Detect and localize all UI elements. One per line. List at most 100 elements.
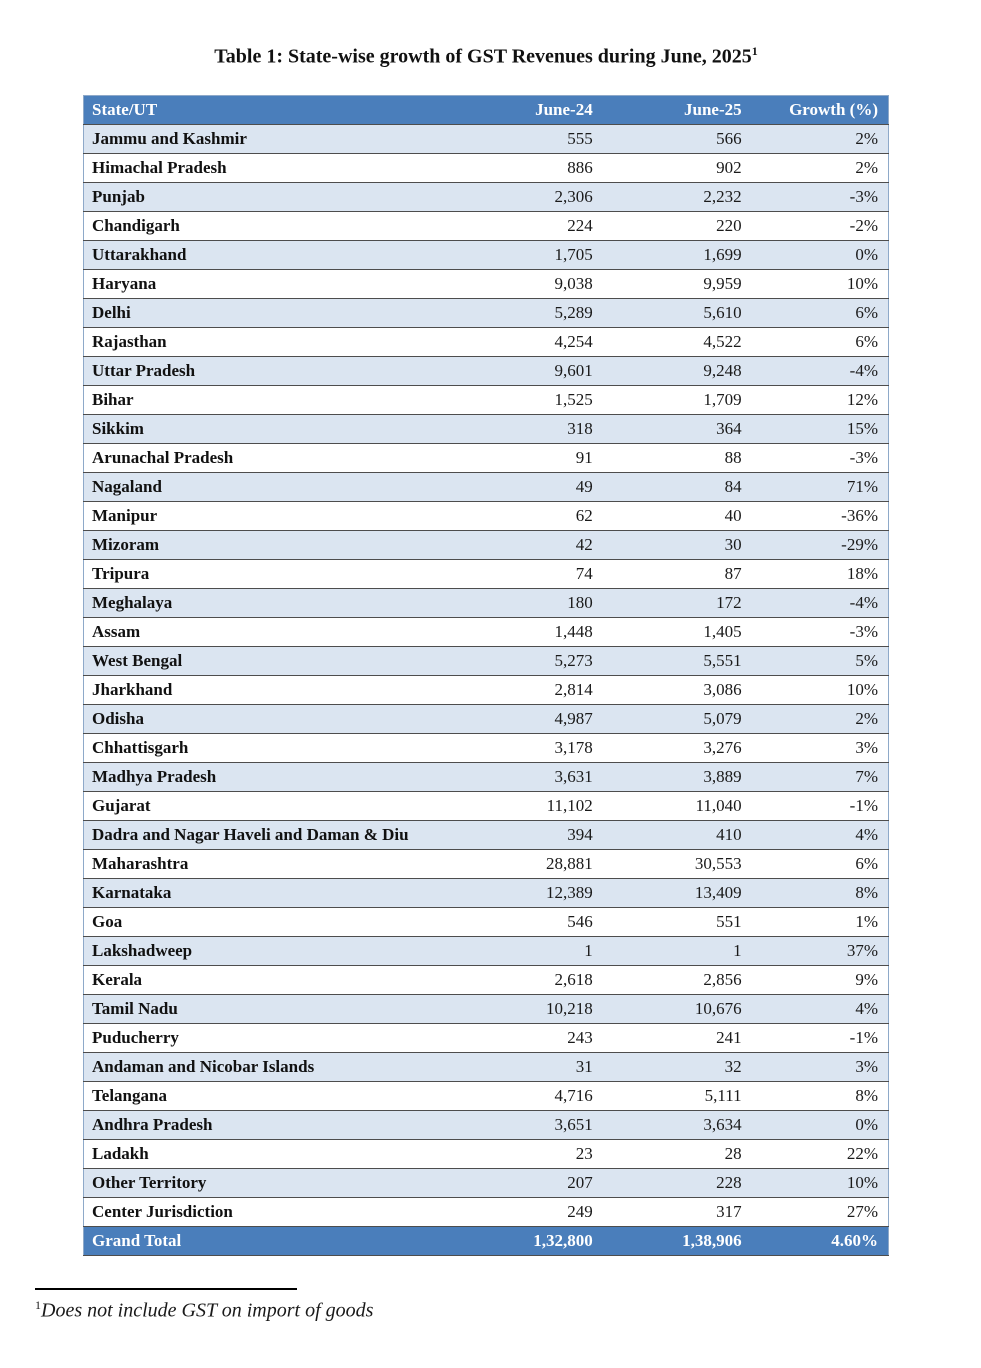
table-row: Mizoram 42 30 -29% — [83, 530, 889, 560]
table-row: Dadra and Nagar Haveli and Daman & Diu 39… — [83, 820, 889, 850]
table-row: Delhi 5,289 5,610 6% — [83, 298, 889, 328]
state-cell: Arunachal Pradesh — [83, 443, 454, 473]
growth-cell: -36% — [751, 501, 889, 531]
growth-cell: 0% — [751, 1110, 889, 1140]
june25-cell: 40 — [602, 501, 752, 531]
june25-cell: 2,856 — [602, 965, 752, 995]
table-row: Andhra Pradesh 3,651 3,634 0% — [83, 1110, 889, 1140]
june25-cell: 902 — [602, 153, 752, 183]
growth-cell: 18% — [751, 559, 889, 589]
table-row: Himachal Pradesh 886 902 2% — [83, 153, 889, 183]
june24-cell: 1,448 — [453, 617, 603, 647]
table-header: State/UT June-24 June-25 Growth (%) — [83, 95, 889, 125]
growth-cell: 10% — [751, 1168, 889, 1198]
state-cell: Meghalaya — [83, 588, 454, 618]
state-cell: Goa — [83, 907, 454, 937]
table-row: Bihar 1,525 1,709 12% — [83, 385, 889, 415]
growth-cell: 2% — [751, 153, 889, 183]
grand-total-june24: 1,32,800 — [453, 1226, 603, 1256]
growth-cell: -3% — [751, 182, 889, 212]
state-cell: Odisha — [83, 704, 454, 734]
column-header-june24: June-24 — [453, 95, 603, 125]
june25-cell: 5,079 — [602, 704, 752, 734]
june24-cell: 10,218 — [453, 994, 603, 1024]
state-cell: Jammu and Kashmir — [83, 124, 454, 154]
june24-cell: 3,631 — [453, 762, 603, 792]
growth-cell: 8% — [751, 1081, 889, 1111]
june24-cell: 180 — [453, 588, 603, 618]
june25-cell: 1,405 — [602, 617, 752, 647]
june25-cell: 3,889 — [602, 762, 752, 792]
june25-cell: 1,699 — [602, 240, 752, 270]
june24-cell: 28,881 — [453, 849, 603, 879]
state-cell: Other Territory — [83, 1168, 454, 1198]
june25-cell: 3,086 — [602, 675, 752, 705]
june25-cell: 13,409 — [602, 878, 752, 908]
june25-cell: 3,634 — [602, 1110, 752, 1140]
june25-cell: 4,522 — [602, 327, 752, 357]
growth-cell: 9% — [751, 965, 889, 995]
june25-cell: 32 — [602, 1052, 752, 1082]
table-row: Chhattisgarh 3,178 3,276 3% — [83, 733, 889, 763]
june25-cell: 87 — [602, 559, 752, 589]
table-row: Nagaland 49 84 71% — [83, 472, 889, 502]
growth-cell: 3% — [751, 733, 889, 763]
june25-cell: 5,610 — [602, 298, 752, 328]
table-title-footnote-marker: 1 — [751, 44, 758, 58]
footnote: 1Does not include GST on import of goods — [35, 1288, 373, 1323]
gst-revenue-table: State/UT June-24 June-25 Growth (%) Jamm… — [83, 95, 889, 1256]
table-row: Assam 1,448 1,405 -3% — [83, 617, 889, 647]
growth-cell: 10% — [751, 675, 889, 705]
table-row: Haryana 9,038 9,959 10% — [83, 269, 889, 299]
june25-cell: 10,676 — [602, 994, 752, 1024]
state-cell: Nagaland — [83, 472, 454, 502]
growth-cell: 27% — [751, 1197, 889, 1227]
growth-cell: 12% — [751, 385, 889, 415]
june24-cell: 42 — [453, 530, 603, 560]
june25-cell: 88 — [602, 443, 752, 473]
state-cell: Kerala — [83, 965, 454, 995]
growth-cell: -1% — [751, 791, 889, 821]
june25-cell: 30 — [602, 530, 752, 560]
june24-cell: 318 — [453, 414, 603, 444]
table-row: Sikkim 318 364 15% — [83, 414, 889, 444]
table-body: Jammu and Kashmir 555 566 2% Himachal Prades… — [83, 124, 889, 1227]
state-cell: Bihar — [83, 385, 454, 415]
june24-cell: 546 — [453, 907, 603, 937]
footnote-divider — [35, 1288, 297, 1290]
table-row: Tamil Nadu 10,218 10,676 4% — [83, 994, 889, 1024]
growth-cell: -3% — [751, 617, 889, 647]
growth-cell: -3% — [751, 443, 889, 473]
footnote-text: 1Does not include GST on import of goods — [35, 1298, 373, 1323]
growth-cell: 4% — [751, 994, 889, 1024]
table-title-text: Table 1: State-wise growth of GST Revenu… — [214, 45, 752, 68]
grand-total-growth: 4.60% — [751, 1226, 889, 1256]
growth-cell: -29% — [751, 530, 889, 560]
table-row: Maharashtra 28,881 30,553 6% — [83, 849, 889, 879]
june24-cell: 49 — [453, 472, 603, 502]
june24-cell: 394 — [453, 820, 603, 850]
growth-cell: 3% — [751, 1052, 889, 1082]
growth-cell: 6% — [751, 298, 889, 328]
growth-cell: 22% — [751, 1139, 889, 1169]
june24-cell: 9,601 — [453, 356, 603, 386]
growth-cell: 2% — [751, 124, 889, 154]
state-cell: Sikkim — [83, 414, 454, 444]
growth-cell: 7% — [751, 762, 889, 792]
june24-cell: 11,102 — [453, 791, 603, 821]
growth-cell: 1% — [751, 907, 889, 937]
table-row: Punjab 2,306 2,232 -3% — [83, 182, 889, 212]
june24-cell: 9,038 — [453, 269, 603, 299]
growth-cell: -4% — [751, 588, 889, 618]
june24-cell: 249 — [453, 1197, 603, 1227]
june24-cell: 243 — [453, 1023, 603, 1053]
table-row: Chandigarh 224 220 -2% — [83, 211, 889, 241]
growth-cell: 0% — [751, 240, 889, 270]
state-cell: Chhattisgarh — [83, 733, 454, 763]
june25-cell: 172 — [602, 588, 752, 618]
june24-cell: 4,987 — [453, 704, 603, 734]
june24-cell: 62 — [453, 501, 603, 531]
june24-cell: 5,289 — [453, 298, 603, 328]
table-row: Center Jurisdiction 249 317 27% — [83, 1197, 889, 1227]
growth-cell: -4% — [751, 356, 889, 386]
